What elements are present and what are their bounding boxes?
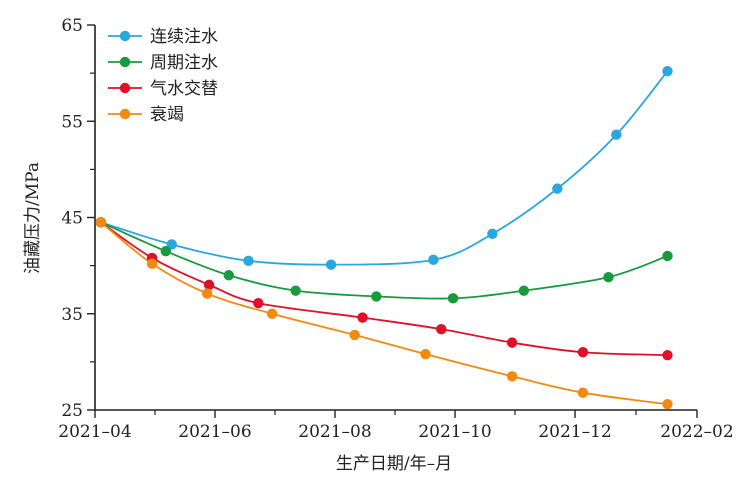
series-3-point — [506, 337, 518, 348]
series-4-point — [506, 371, 518, 382]
series-3-point — [357, 312, 368, 323]
x-axis-title: 生产日期/年–月 — [336, 454, 452, 474]
series-3-point — [203, 279, 215, 291]
legend-item: 气水交替 — [108, 79, 218, 99]
series-4-point — [95, 217, 107, 228]
series-2-point — [662, 250, 673, 262]
y-tick-label: 25 — [61, 401, 83, 421]
series-line-1 — [100, 70, 669, 266]
series-3-point — [577, 347, 589, 358]
series-4-point — [577, 387, 589, 398]
x-tick-label: 2022–02 — [660, 422, 733, 442]
series-3-point — [662, 349, 673, 361]
series-1-point — [428, 254, 439, 266]
series-points — [95, 66, 673, 410]
series-4-point — [349, 329, 360, 341]
series-2-point — [290, 285, 301, 296]
series-2-point — [518, 285, 530, 296]
x-tick-label: 2021–10 — [418, 422, 491, 442]
series-2-point — [223, 270, 234, 281]
legend-item: 衰竭 — [108, 105, 184, 125]
series-2-point — [160, 245, 172, 257]
series-1-point — [243, 255, 254, 267]
legend-label: 气水交替 — [150, 79, 218, 99]
series-3-point — [436, 323, 447, 335]
x-tick-label: 2021–04 — [58, 422, 131, 442]
legend-marker — [119, 108, 131, 120]
legend-item: 连续注水 — [108, 27, 218, 47]
legend-marker — [119, 30, 131, 42]
y-tick-label: 45 — [61, 209, 83, 229]
legend-label: 周期注水 — [150, 53, 218, 73]
series-2-point — [371, 291, 382, 302]
series-1-point — [611, 129, 622, 140]
series-1-point — [325, 259, 337, 270]
x-tick-label: 2021–06 — [178, 422, 251, 442]
legend-label: 衰竭 — [150, 105, 184, 125]
y-axis-title: 油藏压力/MPa — [23, 162, 43, 274]
series-1-point — [662, 66, 673, 77]
series-1-point — [552, 183, 563, 194]
series-3-point — [253, 297, 264, 309]
ticks: 2021–04 2021–06 2021–08 2021–10 2021–12 2022–… — [58, 16, 733, 442]
x-tick-label: 2021–12 — [538, 422, 611, 442]
y-tick-label: 35 — [61, 305, 83, 325]
series-line-3 — [100, 221, 668, 357]
y-tick-label: 65 — [61, 16, 83, 36]
series-1-point — [487, 228, 498, 240]
series-2-point — [603, 271, 614, 283]
y-tick-label: 55 — [61, 112, 83, 132]
legend-marker — [119, 56, 131, 68]
series-4-point — [662, 399, 673, 410]
legend-label: 连续注水 — [150, 27, 218, 47]
x-tick-label: 2021–08 — [298, 422, 371, 442]
series-4-point — [146, 258, 158, 269]
series-2-point — [447, 293, 459, 304]
series-1-point — [166, 239, 177, 250]
series-4-point — [266, 308, 278, 319]
series-4-point — [201, 288, 213, 299]
legend-marker — [119, 82, 131, 94]
series-4-point — [420, 348, 431, 360]
series-line-4 — [100, 221, 668, 406]
series-line-2 — [100, 221, 668, 300]
legend-item: 周期注水 — [108, 53, 218, 73]
